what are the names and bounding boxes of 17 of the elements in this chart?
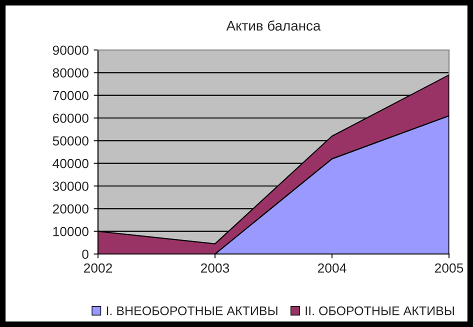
- y-tick-label: 80000: [52, 68, 88, 78]
- legend-label: I. ВНЕОБОРОТНЫЕ АКТИВЫ: [106, 306, 278, 316]
- y-tick-label: 90000: [52, 46, 88, 55]
- x-tick-label: 2005: [434, 263, 464, 273]
- y-tick-label: 30000: [52, 182, 88, 191]
- y-tick-label: 70000: [52, 90, 88, 100]
- y-tick-label: 60000: [52, 114, 88, 123]
- x-tick-label: 2002: [84, 263, 112, 273]
- chart-title: Актив баланса: [226, 20, 321, 31]
- y-tick-label: 0: [82, 250, 88, 259]
- x-tick-label: 2003: [200, 263, 230, 273]
- y-tick-label: 20000: [52, 204, 88, 214]
- y-tick-label: 50000: [52, 136, 88, 146]
- x-tick-label: 2004: [318, 263, 346, 273]
- legend-label: II. ОБОРОТНЫЕ АКТИВЫ: [306, 306, 454, 316]
- y-tick-label: 10000: [53, 226, 88, 236]
- y-tick-label: 40000: [52, 158, 88, 168]
